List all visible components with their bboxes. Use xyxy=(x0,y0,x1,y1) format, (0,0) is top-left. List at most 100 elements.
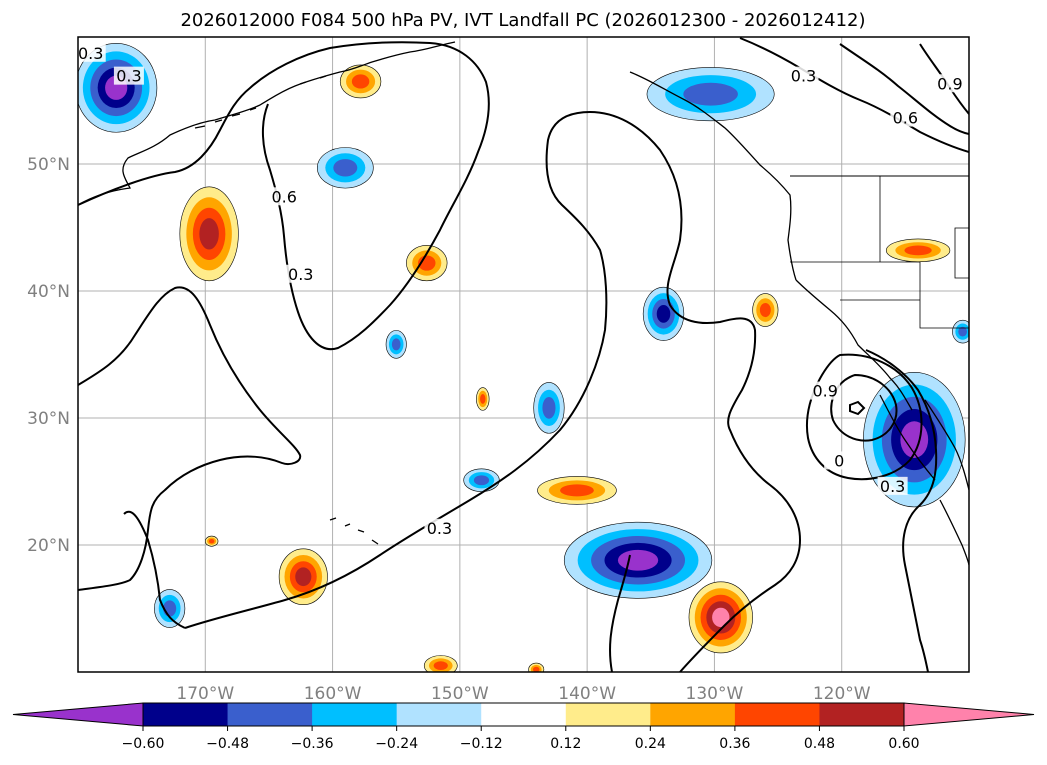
contour-0.3-south xyxy=(184,110,802,672)
pv-negative-anomaly xyxy=(863,371,966,508)
x-axis-ticks: 170°W 160°W 150°W 140°W 130°W 120°W xyxy=(176,684,870,704)
pv-positive-anomaly xyxy=(339,64,382,99)
pv-positive-anomaly-layer xyxy=(199,218,219,250)
contour-label: 0.6 xyxy=(271,187,296,206)
pv-positive-anomaly xyxy=(537,476,617,505)
colorbar-outline xyxy=(142,702,905,727)
y-tick-label: 20°N xyxy=(27,536,70,556)
contour-label-bg xyxy=(424,518,455,537)
pv-positive-anomaly-layer xyxy=(904,245,932,256)
colorbar-cell xyxy=(650,703,736,726)
pv-positive-anomaly-layer xyxy=(560,484,594,497)
pv-positive-anomaly xyxy=(406,244,448,282)
colorbar-tick-label: 0.48 xyxy=(804,736,835,752)
contour-label-bg xyxy=(810,381,841,400)
bc-coast xyxy=(629,71,797,281)
contour-label: 0 xyxy=(834,451,844,470)
pv-negative-anomaly xyxy=(646,67,775,122)
y-axis-ticks: 50°N 40°N 30°N 20°N xyxy=(27,155,70,556)
pv-shading xyxy=(78,43,969,672)
pv-negative-anomaly xyxy=(533,382,565,434)
coastlines xyxy=(78,41,969,566)
pv-positive-anomaly-layer xyxy=(295,567,312,587)
colorbar-cell xyxy=(565,703,651,726)
contour-0.3-northeast xyxy=(739,37,969,153)
contour-label-bg xyxy=(788,66,819,85)
pv-negative-anomaly-layer xyxy=(163,600,177,617)
pv-negative-anomaly xyxy=(463,468,500,492)
pv-positive-anomaly xyxy=(204,535,219,547)
pv-negative-anomaly xyxy=(642,286,685,341)
mexico-coast xyxy=(939,499,969,566)
contour-label: 0.9 xyxy=(812,382,837,401)
contour-labels: 0.3 0.3 0.6 0.3 0.3 0.3 0.6 0.9 0.9 0 0.3 xyxy=(78,43,965,538)
contour-0.3-west xyxy=(78,286,302,591)
colorbar-tick-label: −0.48 xyxy=(206,736,249,752)
x-tick-label: 150°W xyxy=(431,684,489,704)
contour-label: 0.3 xyxy=(78,44,103,63)
colorbar-tick-label: 0.12 xyxy=(550,736,581,752)
contour-label: 0.6 xyxy=(893,109,918,128)
y-tick-label: 50°N xyxy=(27,155,70,175)
colorbar-cell xyxy=(396,703,482,726)
contour-label-bg xyxy=(269,187,300,206)
colorbar-tick-label: 0.60 xyxy=(888,736,919,752)
contour-label-bg xyxy=(113,66,144,85)
contour-0.3-east xyxy=(865,349,938,672)
colorbar-tick-label: −0.24 xyxy=(375,736,418,752)
map-panel: 0.3 0.3 0.6 0.3 0.3 0.3 0.6 0.9 0.9 0 0.3 xyxy=(78,37,969,672)
pv-negative-anomaly xyxy=(316,147,374,189)
x-tick-label: 140°W xyxy=(558,684,616,704)
contour-label-bg xyxy=(934,74,965,93)
colorbar-tick-label: −0.36 xyxy=(291,736,334,752)
pv-positive-anomaly-layer xyxy=(208,539,215,544)
pv-positive-anomaly-layer xyxy=(433,661,448,671)
pv-negative-anomaly xyxy=(952,319,969,344)
pv-positive-anomaly-layer xyxy=(759,302,771,318)
contour-label-bg xyxy=(78,43,106,62)
alaska-coast xyxy=(78,41,456,206)
colorbar: −0.60 −0.48 −0.36 −0.24 −0.12 0.12 0.24 0.36 0.4… xyxy=(12,702,1035,752)
pv-negative-anomaly-layer xyxy=(683,82,738,106)
pv-positive-anomaly xyxy=(885,238,951,263)
state-borders xyxy=(790,176,969,329)
contour-label: 0.3 xyxy=(427,519,452,538)
contour-label: 0.9 xyxy=(937,74,962,93)
pv-positive-anomaly-layer xyxy=(351,74,370,89)
colorbar-tick-label: 0.24 xyxy=(635,736,666,752)
y-tick-label: 40°N xyxy=(27,282,70,302)
map-background xyxy=(78,37,969,672)
contour-0.9-ring-outer xyxy=(806,353,923,481)
x-tick-label: 130°W xyxy=(686,684,744,704)
pv-positive-anomaly xyxy=(476,387,490,411)
pv-positive-anomaly-layer xyxy=(532,666,540,672)
map-frame xyxy=(77,36,970,673)
hawaii-islands xyxy=(329,517,379,545)
west-us-coast xyxy=(795,279,913,411)
pv-positive-anomaly xyxy=(179,186,239,282)
pv-positive-anomaly-layer xyxy=(712,607,730,628)
x-tick-label: 170°W xyxy=(176,684,234,704)
contour-label-bg xyxy=(824,451,855,470)
x-tick-label: 160°W xyxy=(304,684,362,704)
pv-negative-anomaly-layer xyxy=(473,475,490,486)
y-tick-label: 30°N xyxy=(27,409,70,429)
pv-negative-anomaly xyxy=(563,521,713,599)
contour-label: 0.3 xyxy=(288,265,313,284)
colorbar-extend-low xyxy=(12,702,144,727)
contour-label: 0.3 xyxy=(791,67,816,86)
contour-label: 0.3 xyxy=(116,67,141,86)
pv-negative-anomaly xyxy=(385,330,407,359)
colorbar-cell xyxy=(481,703,567,726)
pv-positive-anomaly xyxy=(528,662,545,672)
contour-0.9-core xyxy=(849,400,866,416)
pv-negative-anomaly-layer xyxy=(391,338,401,351)
pv-positive-anomaly-layer xyxy=(480,394,486,404)
pv-positive-anomaly xyxy=(752,293,779,327)
pv-positive-anomaly xyxy=(423,655,458,672)
colorbar-cell xyxy=(819,703,905,726)
pv-negative-anomaly-layer xyxy=(333,159,358,177)
contour-label-bg xyxy=(877,476,908,495)
contour-label: 0.3 xyxy=(880,477,905,496)
contour-0.3-loop-lower xyxy=(609,554,631,672)
